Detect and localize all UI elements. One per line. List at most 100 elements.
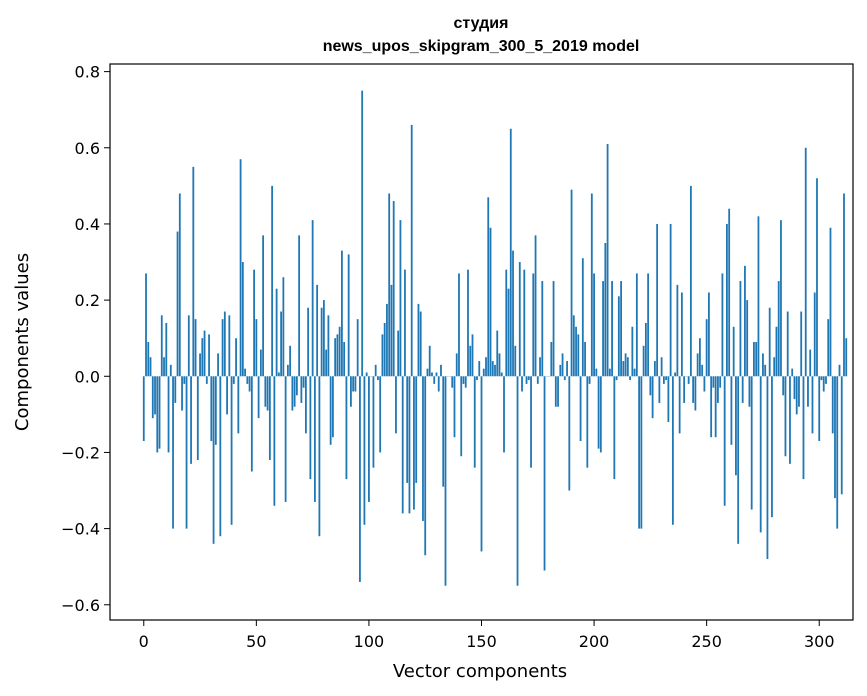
bar-177 [541, 281, 544, 377]
bar-33 [217, 353, 219, 377]
x-tick-label: 100 [354, 632, 385, 651]
bar-294 [804, 147, 807, 377]
bar-251 [708, 292, 710, 377]
bar-273 [757, 216, 760, 377]
bar-172 [530, 376, 532, 468]
bar-series [142, 90, 848, 586]
bar-163 [509, 128, 512, 377]
bar-47 [248, 376, 251, 392]
bar-156 [494, 364, 496, 377]
bar-154 [489, 227, 492, 377]
bar-221 [640, 376, 643, 529]
y-tick-label: −0.4 [61, 520, 100, 539]
bar-50 [255, 319, 258, 377]
bar-89 [343, 342, 346, 377]
bar-264 [737, 376, 740, 544]
bar-55 [266, 376, 269, 411]
bar-271 [753, 342, 755, 377]
bar-119 [410, 124, 413, 377]
bar-238 [678, 376, 681, 434]
bar-306 [831, 376, 834, 434]
bar-94 [354, 376, 357, 392]
bar-26 [201, 338, 204, 377]
bar-117 [406, 376, 409, 483]
bar-212 [620, 281, 622, 377]
bar-201 [595, 368, 598, 377]
bar-39 [230, 376, 233, 525]
y-axis-ticks: −0.6 −0.4 −0.2 0.0 0.2 0.4 0.6 0.8 [61, 63, 110, 615]
bar-208 [611, 281, 613, 377]
bar-99 [365, 372, 368, 377]
bar-296 [809, 349, 812, 377]
bar-127 [428, 345, 431, 377]
bar-166 [516, 376, 519, 586]
bar-125 [424, 376, 427, 556]
bar-243 [689, 185, 692, 377]
bar-249 [703, 376, 706, 392]
bar-31 [212, 376, 215, 544]
bar-140 [458, 273, 460, 377]
bar-132 [440, 364, 442, 377]
bar-279 [771, 376, 773, 518]
bar-170 [525, 376, 528, 384]
bar-270 [750, 376, 753, 510]
x-tick-label: 150 [466, 632, 497, 651]
bar-97 [361, 90, 364, 377]
bar-12 [169, 364, 172, 377]
bar-28 [205, 376, 208, 384]
bar-165 [514, 345, 517, 377]
bar-247 [699, 338, 701, 377]
bar-70 [300, 376, 303, 403]
bar-280 [773, 357, 776, 377]
bar-14 [174, 376, 177, 403]
bar-37 [226, 376, 228, 415]
bar-246 [696, 353, 699, 377]
y-tick-label: 0.2 [75, 291, 100, 310]
bar-30 [210, 376, 213, 442]
bar-222 [642, 345, 645, 377]
bar-67 [293, 376, 296, 407]
y-tick-label: 0.6 [75, 139, 100, 158]
bar-108 [386, 303, 388, 377]
bar-202 [597, 376, 600, 449]
bar-229 [658, 376, 661, 403]
bar-224 [647, 273, 650, 377]
bar-295 [807, 376, 809, 407]
bar-122 [417, 303, 420, 377]
bar-16 [178, 193, 181, 377]
bar-158 [498, 353, 501, 377]
bar-244 [692, 376, 695, 403]
bar-87 [338, 326, 341, 377]
bar-307 [834, 376, 836, 499]
bar-233 [667, 376, 670, 422]
bar-230 [660, 357, 663, 377]
bar-11 [167, 376, 170, 453]
bar-281 [775, 326, 778, 377]
bar-155 [491, 361, 494, 377]
bar-266 [741, 376, 744, 403]
bar-46 [246, 376, 249, 384]
bar-100 [368, 376, 370, 502]
bar-186 [561, 353, 564, 377]
bar-35 [221, 319, 224, 377]
bar-253 [712, 376, 715, 388]
bar-106 [381, 334, 384, 377]
bar-272 [755, 342, 758, 377]
bar-54 [264, 376, 267, 407]
bar-51 [257, 376, 260, 419]
bar-275 [762, 353, 764, 377]
bar-25 [199, 353, 201, 377]
bar-220 [638, 376, 641, 529]
bar-116 [404, 269, 406, 377]
bar-65 [289, 345, 292, 377]
bar-73 [307, 307, 310, 377]
bar-236 [674, 372, 677, 377]
bar-36 [223, 311, 226, 377]
bar-219 [635, 273, 638, 377]
bar-282 [777, 281, 780, 377]
bar-143 [464, 376, 467, 388]
bar-34 [219, 376, 222, 537]
bar-49 [253, 269, 255, 377]
bar-145 [469, 345, 472, 377]
